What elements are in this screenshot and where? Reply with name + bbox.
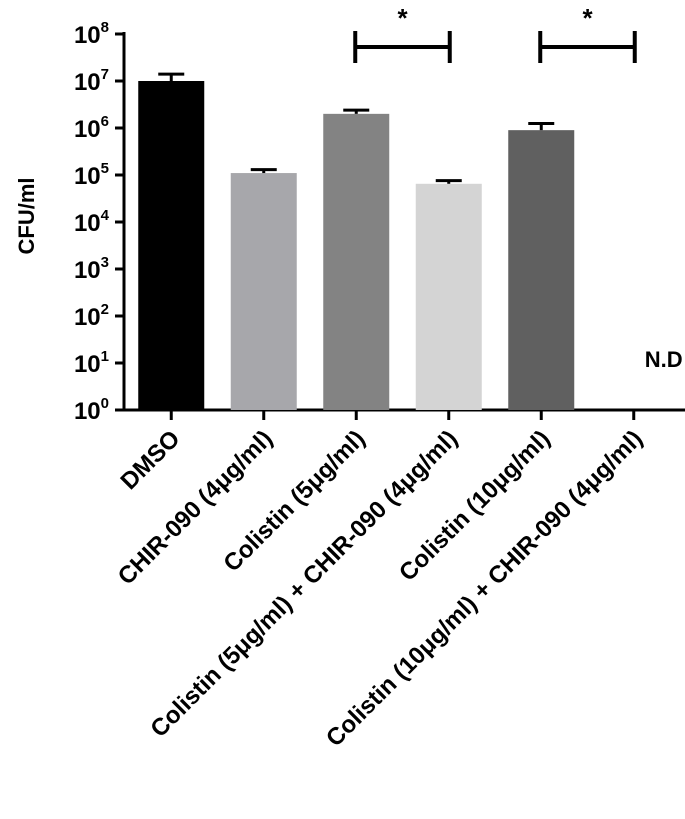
y-tick-label: 103	[74, 254, 109, 284]
bar	[230, 173, 297, 410]
y-tick-label: 102	[74, 301, 109, 331]
y-ticks: 100 101 102 103 104 105 106 107 108	[74, 19, 124, 425]
not-detected-label: N.D	[645, 347, 683, 372]
x-category-label: Colistin (10μg/ml)	[394, 425, 555, 586]
bar	[508, 130, 575, 410]
error-bars	[158, 72, 555, 184]
y-tick-label: 108	[74, 19, 109, 49]
significance-brackets: * *	[353, 3, 637, 63]
bars	[138, 81, 575, 410]
y-tick-label: 107	[74, 66, 109, 96]
significance-label: *	[397, 3, 408, 33]
y-tick-label: 105	[74, 160, 109, 190]
y-tick-label: 104	[74, 207, 110, 237]
x-category-label: Colistin (10μg/ml) + CHIR-090 (4μg/ml)	[321, 425, 648, 752]
x-category-label: CHIR-090 (4μg/ml)	[113, 425, 278, 590]
y-axis-label: CFU/ml	[14, 178, 39, 255]
significance-label: *	[582, 3, 593, 33]
annotations: N.D	[645, 347, 683, 372]
bar	[415, 183, 482, 410]
y-tick-label: 100	[74, 395, 109, 425]
y-tick-label: 106	[74, 113, 109, 143]
x-category-label: DMSO	[115, 425, 185, 495]
bar	[323, 113, 390, 410]
bar	[138, 81, 205, 410]
y-tick-label: 101	[74, 348, 109, 378]
axes	[122, 32, 685, 420]
